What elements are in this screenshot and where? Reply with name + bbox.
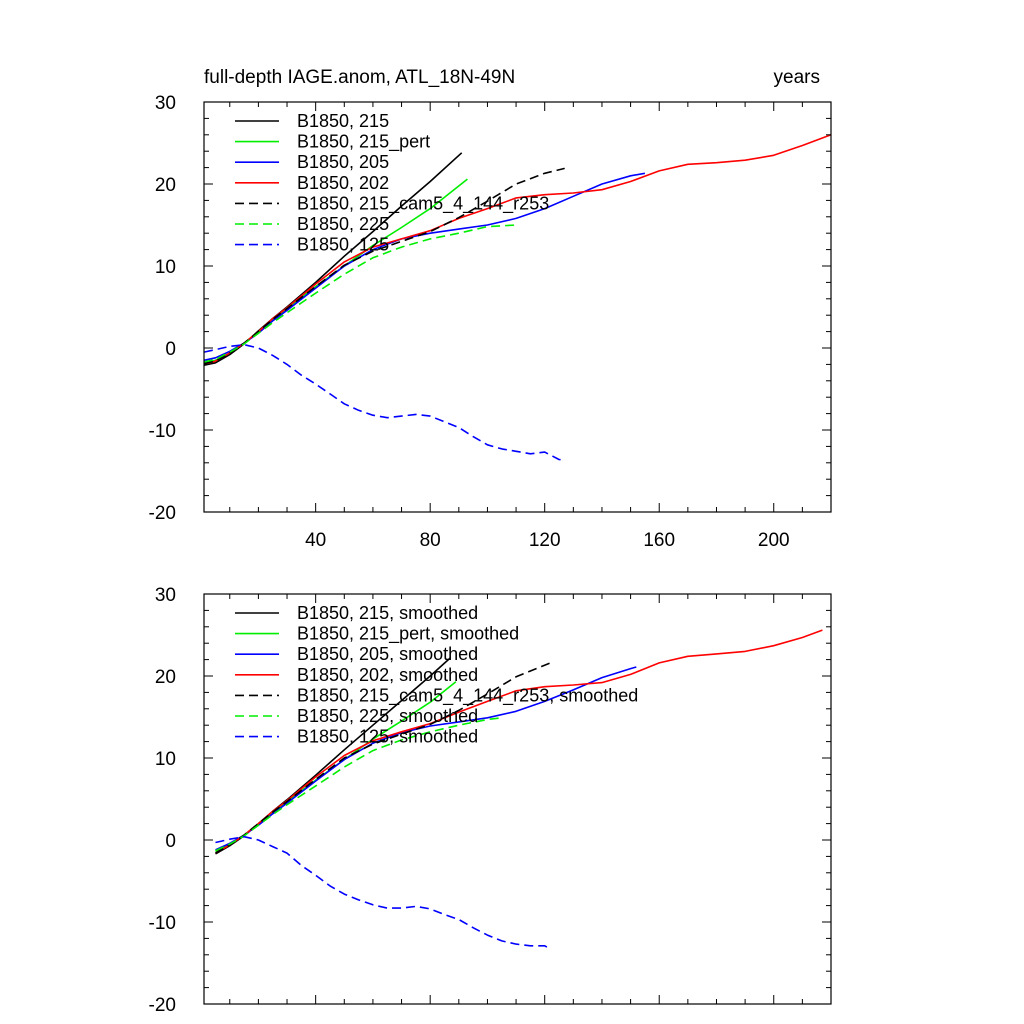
x-tick-label: 40 [305, 530, 326, 551]
top-panel-title: full-depth IAGE.anom, ATL_18N-49N [204, 67, 515, 88]
legend-label-7: B1850, 125, smoothed [297, 727, 478, 747]
series-line-5 [215, 662, 551, 854]
y-tick-label: -10 [149, 913, 176, 934]
legend-label-4: B1850, 202 [297, 173, 389, 193]
legend-label-2: B1850, 215_pert [297, 132, 430, 153]
x-tick-label: 120 [529, 530, 561, 551]
top-panel: full-depth IAGE.anom, ATL_18N-49N years … [149, 67, 832, 551]
top-panel-units: years [774, 67, 820, 88]
legend-label-4: B1850, 202, smoothed [297, 665, 478, 685]
y-tick-label: 30 [155, 585, 176, 606]
series-line-7 [215, 835, 551, 950]
legend-label-1: B1850, 215, smoothed [297, 603, 478, 623]
y-tick-label: -20 [149, 503, 176, 524]
series-line-4 [203, 134, 832, 366]
series-line-6 [215, 717, 502, 852]
series-line-6 [203, 224, 517, 363]
plot-frame [203, 593, 832, 1005]
y-tick-label: -10 [149, 421, 176, 442]
legend-label-6: B1850, 225 [297, 214, 389, 234]
x-tick-label: 160 [643, 530, 675, 551]
y-tick-label: 10 [155, 749, 176, 770]
y-tick-label: 20 [155, 175, 176, 196]
series-line-7 [203, 343, 565, 462]
y-tick-label: 0 [165, 339, 176, 360]
y-tick-label: 30 [155, 93, 176, 114]
y-tick-label: 0 [165, 831, 176, 852]
legend-label-1: B1850, 215 [297, 111, 389, 131]
y-tick-label: 10 [155, 257, 176, 278]
legend-label-3: B1850, 205, smoothed [297, 644, 478, 664]
legend-label-6: B1850, 225, smoothed [297, 706, 478, 726]
legend-label-5: B1850, 215_cam5_4_144_r253 [297, 193, 549, 214]
y-tick-label: -20 [149, 995, 176, 1016]
x-tick-label: 200 [758, 530, 790, 551]
x-tick-label: 80 [420, 530, 441, 551]
legend-label-3: B1850, 205 [297, 152, 389, 172]
series-line-5 [203, 167, 565, 365]
plot-frame [203, 101, 832, 513]
y-tick-label: 20 [155, 667, 176, 688]
legend-label-5: B1850, 215_cam5_4_144_r253, smoothed [297, 685, 638, 706]
legend-label-2: B1850, 215_pert, smoothed [297, 624, 519, 645]
legend-label-7: B1850, 125 [297, 235, 389, 255]
